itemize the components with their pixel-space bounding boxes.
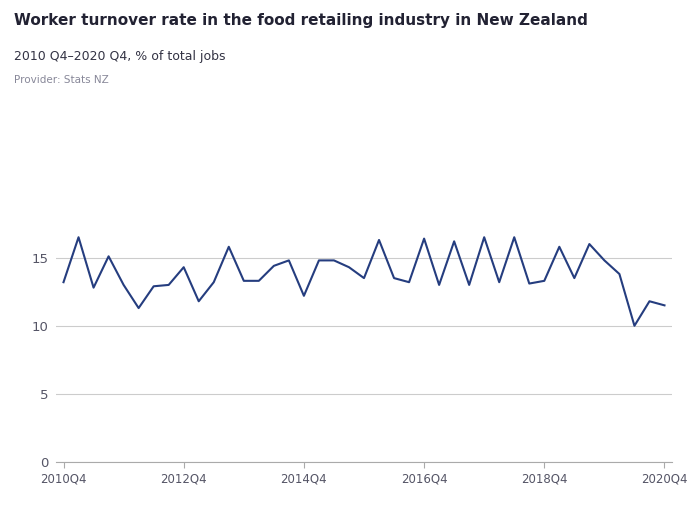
Text: Worker turnover rate in the food retailing industry in New Zealand: Worker turnover rate in the food retaili…	[14, 13, 588, 28]
Text: Provider: Stats NZ: Provider: Stats NZ	[14, 75, 108, 85]
Text: figure.nz: figure.nz	[609, 17, 676, 29]
Text: 2010 Q4–2020 Q4, % of total jobs: 2010 Q4–2020 Q4, % of total jobs	[14, 50, 225, 63]
